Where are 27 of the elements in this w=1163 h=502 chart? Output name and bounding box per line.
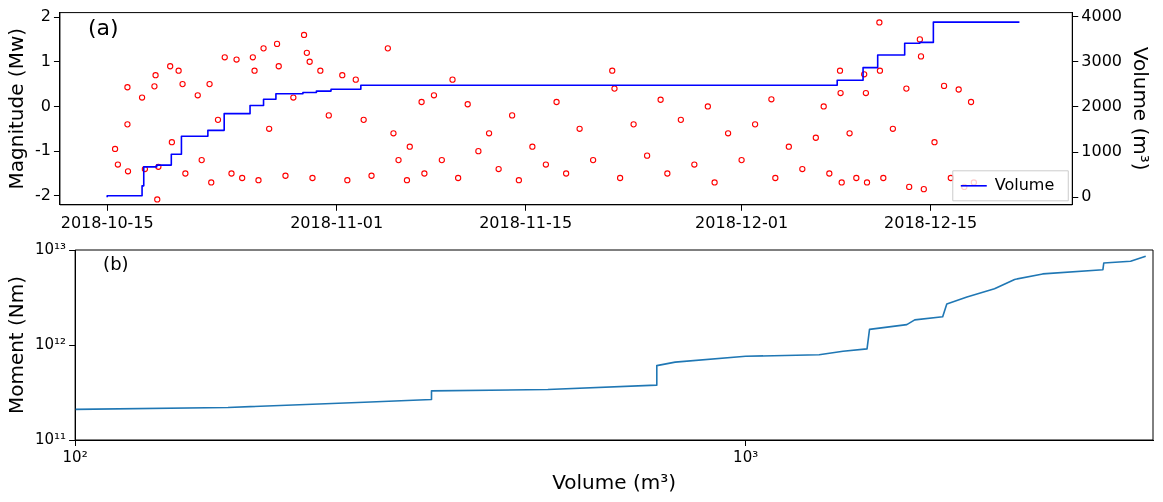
x-tick-label: 10² bbox=[62, 447, 88, 466]
y2-tick-label: 1000 bbox=[1081, 141, 1122, 161]
x-tick-label: 2018-11-01 bbox=[290, 212, 384, 232]
x-tick-label: 2018-10-15 bbox=[60, 212, 154, 232]
y2-tick-label: 0 bbox=[1081, 186, 1092, 206]
y-tick-label: 1 bbox=[40, 50, 51, 70]
x-axis-title: Volume (m³) bbox=[552, 470, 676, 495]
y2-tick-label: 3000 bbox=[1081, 50, 1122, 70]
y2-axis-title: Volume (m³) bbox=[1128, 46, 1153, 171]
legend-label: Volume bbox=[994, 174, 1055, 194]
x-tick-label: 10³ bbox=[733, 447, 759, 466]
y-tick-label: -1 bbox=[35, 140, 51, 160]
x-tick-label: 2018-12-01 bbox=[695, 212, 789, 232]
x-tick-label: 2018-12-15 bbox=[884, 212, 978, 232]
y-tick-label: 0 bbox=[40, 95, 51, 115]
annotation: (b) bbox=[103, 252, 129, 274]
y2-tick-label: 2000 bbox=[1081, 96, 1122, 116]
y-tick-label: 10¹¹ bbox=[34, 429, 67, 448]
x-tick-label: 2018-11-15 bbox=[479, 212, 573, 232]
y2-tick-label: 4000 bbox=[1081, 5, 1122, 25]
y-tick-label: 10¹³ bbox=[34, 239, 67, 258]
y-axis-title: Moment (Nm) bbox=[4, 275, 29, 415]
y-tick-label: 10¹² bbox=[34, 334, 67, 353]
y-tick-label: -2 bbox=[35, 185, 51, 205]
y-tick-label: 2 bbox=[40, 6, 51, 26]
y-axis-title: Magnitude (Mw) bbox=[4, 27, 29, 190]
annotation: (a) bbox=[87, 15, 119, 41]
